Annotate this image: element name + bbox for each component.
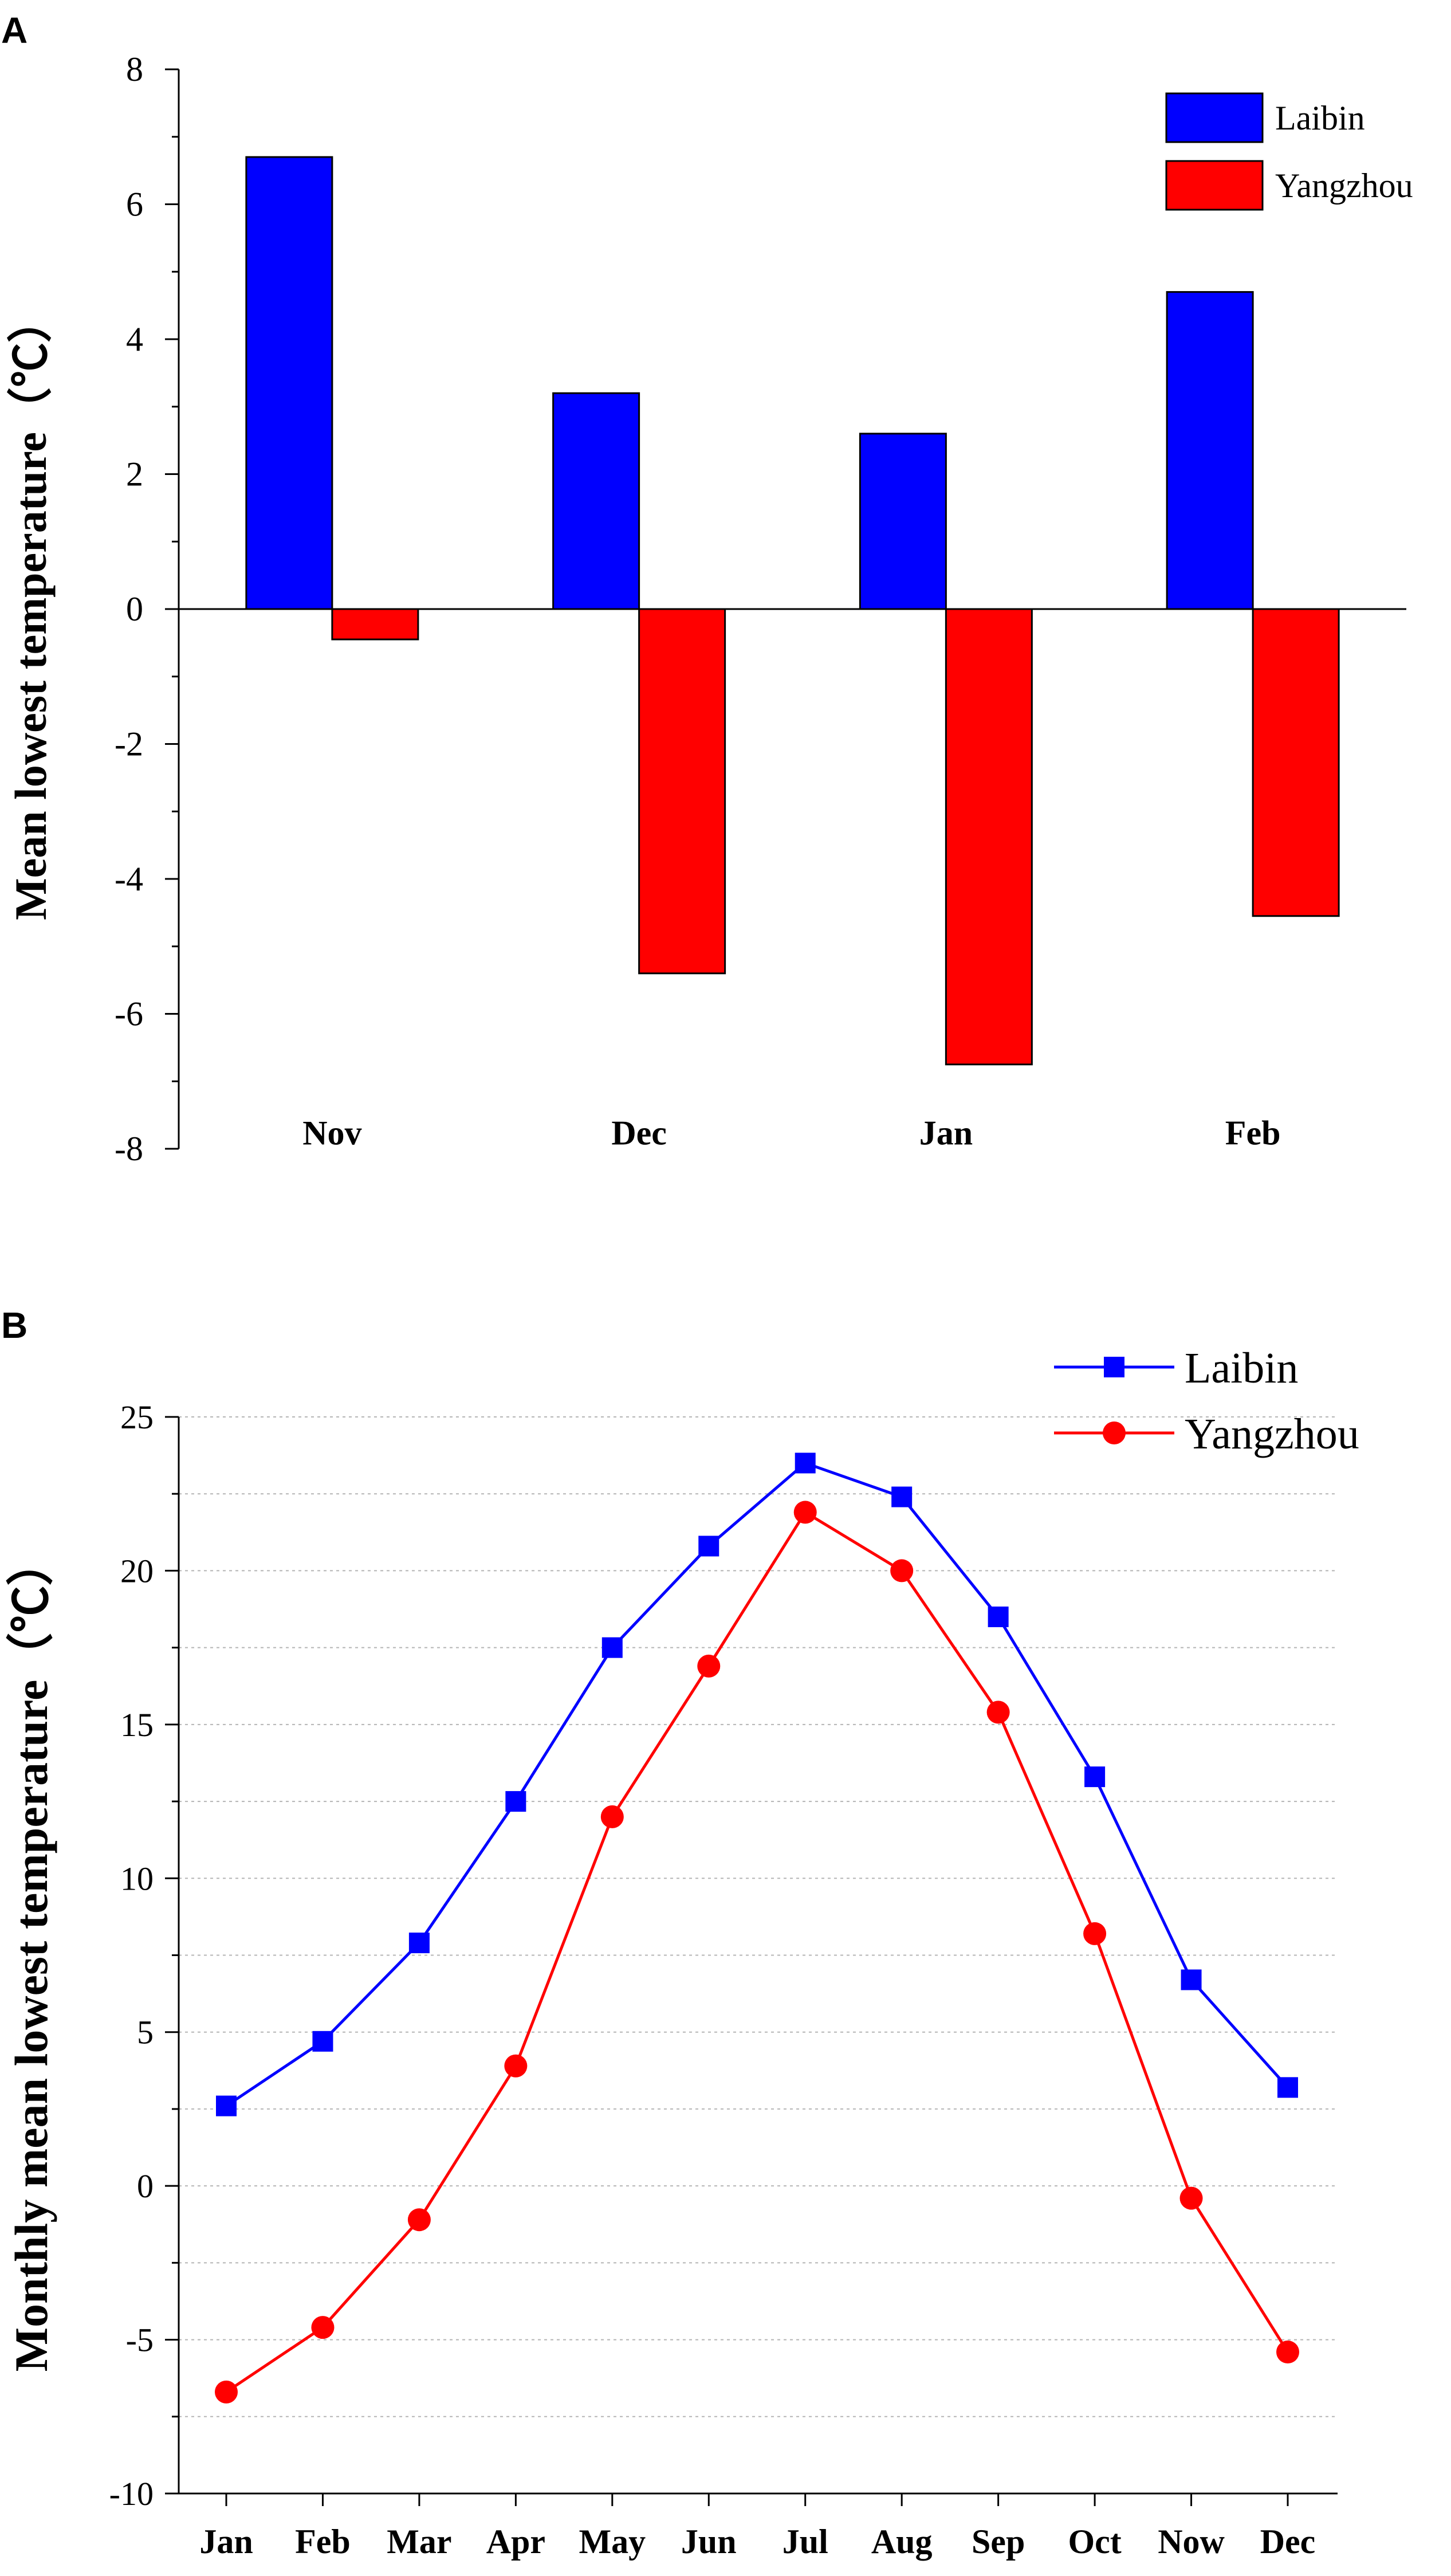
y-tick-label: -6: [115, 995, 143, 1033]
x-tick-label: Aug: [871, 2523, 933, 2561]
point-laibin-may: [601, 1637, 623, 1658]
y-tick-label: -2: [115, 725, 143, 763]
bar-laibin-dec: [552, 392, 640, 610]
bar-laibin-feb: [1166, 291, 1254, 610]
point-laibin-dec: [1277, 2077, 1298, 2098]
y-tick-label: -10: [109, 2475, 154, 2512]
x-tick-label: Sep: [972, 2523, 1025, 2561]
x-tick-label: Jun: [681, 2523, 737, 2561]
panel-b-grid: [179, 1416, 1338, 2417]
bar-yangzhou-nov: [331, 608, 419, 641]
y-tick-label: 5: [137, 2014, 154, 2051]
point-laibin-feb: [312, 2031, 333, 2052]
point-yangzhou-mar: [407, 2208, 431, 2232]
point-laibin-oct: [1084, 1766, 1106, 1788]
panel-b-axes: 25 20 15 10 5 0 -5 -10 Jan Feb Mar Apr May Jun Jul Aug S…: [5, 1399, 1338, 2561]
y-tick-label: 0: [126, 590, 143, 628]
legend-swatch-yangzhou: [1165, 160, 1264, 211]
panel-b-legend: Laibin Yangzhou: [1054, 1344, 1359, 1458]
y-tick-label: 20: [120, 1552, 154, 1589]
y-tick-label: -5: [126, 2322, 154, 2359]
x-tick-label: Now: [1158, 2523, 1225, 2561]
point-yangzhou-jun: [697, 1654, 721, 1678]
legend-label-yangzhou: Yangzhou: [1185, 1410, 1359, 1458]
point-yangzhou-now: [1179, 2186, 1203, 2210]
x-tick-label: Jan: [199, 2523, 253, 2561]
y-tick-label: 25: [120, 1399, 154, 1436]
point-yangzhou-aug: [890, 1559, 914, 1582]
point-yangzhou-dec: [1276, 2341, 1299, 2364]
x-tick-label: May: [579, 2523, 646, 2561]
legend-marker-yangzhou: [1103, 1421, 1126, 1444]
series-line-yangzhou: [225, 1510, 1289, 2393]
bar-yangzhou-dec: [638, 608, 726, 975]
point-laibin-apr: [505, 1791, 526, 1812]
y-tick-label: -8: [115, 1130, 143, 1168]
panel-b-line-chart: B 25 20 15 10 5 0 -5 -10 Jan Feb Mar Apr May Jun Jul Au…: [1, 1305, 1359, 2561]
legend-marker-laibin: [1104, 1357, 1124, 1377]
x-tick-label: Jul: [782, 2523, 828, 2561]
x-tick-label: Mar: [387, 2523, 451, 2561]
y-tick-label: -4: [115, 860, 143, 898]
panel-b-letter: B: [1, 1305, 27, 1346]
y-tick-label: 6: [126, 186, 143, 223]
y-tick-label: 2: [126, 455, 143, 493]
series-line-laibin: [225, 1461, 1289, 2107]
point-laibin-mar: [408, 1933, 430, 1954]
x-tick-label: Dec: [1260, 2523, 1316, 2561]
bar-yangzhou-feb: [1252, 608, 1340, 917]
bar-laibin-jan: [859, 433, 947, 610]
panel-a-legend: Laibin Yangzhou: [1165, 92, 1413, 211]
x-tick-label: Feb: [1225, 1114, 1281, 1152]
legend-label-laibin: Laibin: [1275, 99, 1365, 137]
point-yangzhou-jan: [215, 2380, 238, 2404]
point-laibin-now: [1181, 1969, 1202, 1990]
point-laibin-jul: [795, 1452, 816, 1474]
panel-a-letter: A: [1, 10, 27, 51]
legend-swatch-laibin: [1165, 92, 1264, 143]
panel-b-series: [215, 1452, 1299, 2404]
x-tick-label: Apr: [486, 2523, 545, 2561]
y-tick-label: 0: [137, 2167, 154, 2205]
point-laibin-jan: [216, 2095, 237, 2116]
legend-label-yangzhou: Yangzhou: [1275, 167, 1413, 205]
point-laibin-jun: [698, 1536, 719, 1557]
y-tick-label: 4: [126, 320, 143, 358]
point-yangzhou-feb: [311, 2316, 335, 2339]
point-yangzhou-sep: [986, 1701, 1010, 1724]
y-axis-label: Monthly mean lowest temperature（℃）: [5, 1539, 57, 2372]
x-tick-label: Nov: [302, 1114, 361, 1152]
x-tick-label: Feb: [295, 2523, 351, 2561]
y-tick-label: 15: [120, 1706, 154, 1743]
panel-a-bar-chart: A Nov Dec Jan Feb 8 6 4 2 0 -2 -4 -6 -8 Mean lowest t…: [1, 10, 1413, 1168]
bar-laibin-nov: [245, 156, 333, 610]
point-yangzhou-jul: [793, 1501, 817, 1524]
point-yangzhou-oct: [1083, 1922, 1107, 1945]
point-laibin-aug: [891, 1486, 913, 1507]
panel-a-bars: [245, 156, 1340, 1066]
panel-a-axes: Nov Dec Jan Feb 8 6 4 2 0 -2 -4 -6 -8 Mean lowest tem…: [6, 50, 1406, 1168]
point-yangzhou-may: [600, 1805, 624, 1828]
y-tick-label: 10: [120, 1860, 154, 1897]
x-tick-label: Jan: [919, 1114, 973, 1152]
legend-label-laibin: Laibin: [1185, 1344, 1298, 1392]
y-axis-label: Mean lowest temperature（℃）: [6, 298, 56, 920]
x-tick-label: Dec: [611, 1114, 667, 1152]
point-yangzhou-apr: [504, 2054, 528, 2078]
x-tick-label: Oct: [1068, 2523, 1121, 2561]
point-laibin-sep: [988, 1606, 1009, 1627]
y-tick-label: 8: [126, 50, 143, 88]
bar-yangzhou-jan: [945, 608, 1033, 1066]
